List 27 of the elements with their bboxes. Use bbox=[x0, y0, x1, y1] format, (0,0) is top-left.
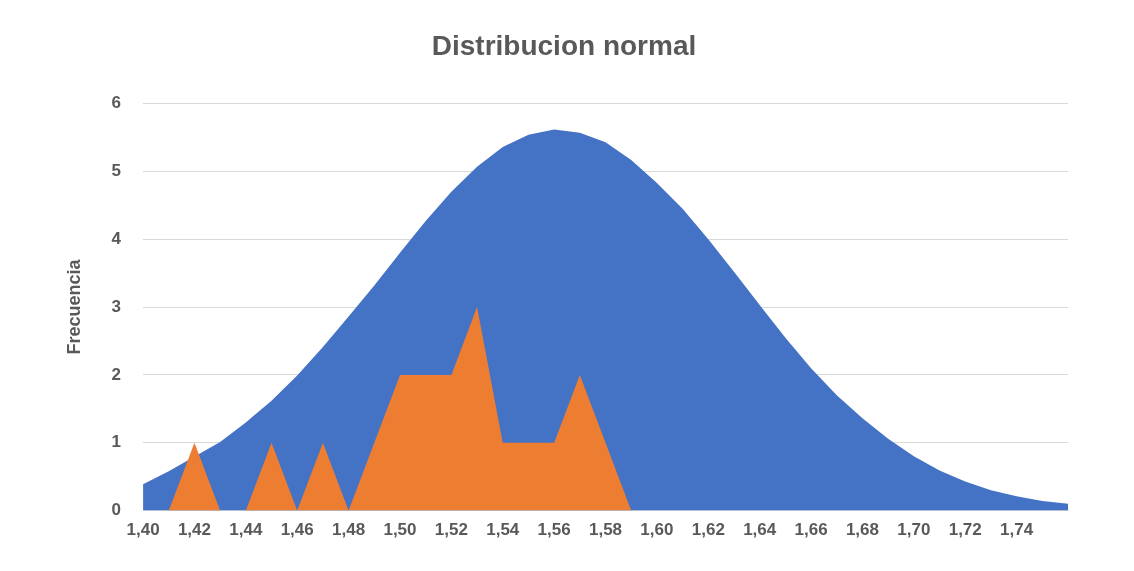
x-tick-label: 1,58 bbox=[588, 520, 623, 540]
x-tick-label: 1,60 bbox=[640, 520, 674, 540]
x-tick-label: 1,70 bbox=[897, 520, 931, 540]
x-tick-label: 1,40 bbox=[126, 520, 160, 540]
x-tick-label: 1,44 bbox=[229, 520, 263, 540]
x-tick-label: 1,56 bbox=[537, 520, 571, 540]
x-tick-label: 1,52 bbox=[434, 520, 468, 540]
y-tick-label: 5 bbox=[111, 161, 122, 181]
x-tick-label: 1,48 bbox=[332, 520, 366, 540]
x-tick-label: 1,50 bbox=[383, 520, 417, 540]
x-tick-label: 1,46 bbox=[280, 520, 314, 540]
y-tick-label: 3 bbox=[111, 296, 122, 316]
y-tick-label: 1 bbox=[111, 432, 122, 452]
x-tick-label: 1,64 bbox=[743, 520, 777, 540]
y-tick-label: 6 bbox=[111, 93, 122, 113]
x-tick-label: 1,74 bbox=[1000, 520, 1034, 540]
y-tick-label: 2 bbox=[111, 364, 122, 384]
y-tick-label: 0 bbox=[111, 500, 122, 520]
x-tick-label: 1,68 bbox=[845, 520, 879, 540]
chart-title: Distribucion normal bbox=[431, 29, 697, 61]
y-tick-label: 4 bbox=[111, 228, 122, 248]
x-tick-label: 1,66 bbox=[794, 520, 828, 540]
x-tick-label: 1,62 bbox=[691, 520, 725, 540]
x-tick-label: 1,42 bbox=[177, 520, 211, 540]
x-tick-label: 1,54 bbox=[486, 520, 520, 540]
y-axis-title: Frecuencia bbox=[63, 258, 84, 355]
x-tick-label: 1,72 bbox=[948, 520, 982, 540]
